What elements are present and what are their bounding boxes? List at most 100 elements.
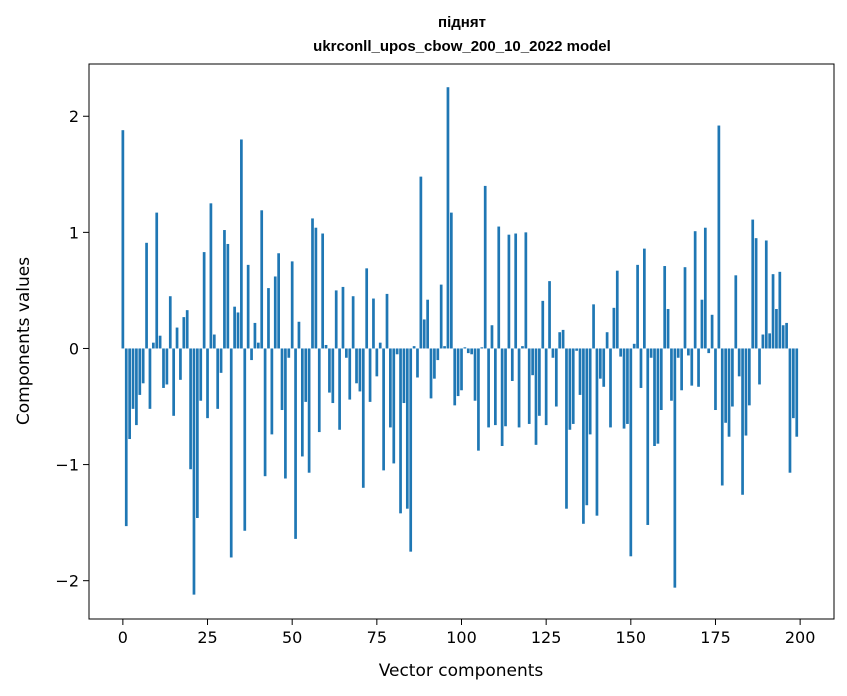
bar: [693, 231, 697, 349]
bar: [392, 348, 396, 464]
bar: [534, 348, 538, 445]
bar: [795, 348, 799, 437]
bar: [592, 304, 595, 349]
x-axis: 0 25 50 75 100 125 150 175 200: [118, 619, 815, 647]
bar: [280, 348, 284, 411]
bar: [775, 308, 778, 349]
y-tick-label: 2: [69, 107, 79, 126]
bar: [497, 226, 501, 349]
bar: [348, 348, 352, 400]
bar: [456, 348, 460, 397]
bar: [676, 348, 680, 358]
bar: [707, 348, 711, 354]
x-tick-label: 50: [282, 628, 302, 647]
bar: [500, 348, 504, 446]
x-tick-label: 125: [531, 628, 562, 647]
bar: [199, 348, 203, 401]
bar: [148, 348, 152, 409]
bar: [402, 348, 406, 404]
bar: [785, 322, 788, 349]
bar: [690, 348, 694, 386]
bar: [771, 274, 775, 349]
bar: [744, 348, 748, 436]
bar: [365, 268, 369, 349]
bar: [253, 322, 257, 349]
bar: [338, 348, 341, 430]
x-tick-label: 100: [446, 628, 477, 647]
bar: [703, 227, 707, 349]
bar: [240, 139, 243, 349]
bar: [792, 348, 795, 419]
bar: [439, 284, 443, 349]
bar: [521, 346, 524, 349]
bar: [212, 334, 216, 349]
bar: [720, 348, 724, 486]
bar: [724, 348, 727, 423]
bar: [382, 348, 385, 471]
bar: [673, 348, 677, 588]
bar: [277, 253, 280, 349]
bar: [412, 346, 416, 349]
bar: [612, 307, 616, 349]
bar: [578, 348, 582, 395]
bar: [544, 348, 548, 426]
bar: [504, 348, 507, 427]
bar: [554, 348, 558, 407]
bar: [653, 348, 656, 446]
bar: [128, 348, 131, 440]
bar: [250, 348, 253, 361]
bar: [477, 348, 480, 451]
bar: [585, 348, 589, 506]
bar: [361, 348, 365, 488]
bar: [307, 348, 311, 473]
bar: [375, 348, 379, 377]
bar: [294, 348, 297, 539]
bar: [189, 348, 192, 470]
bar: [646, 348, 650, 525]
bar: [433, 348, 436, 379]
bar: [260, 210, 264, 349]
bar: [463, 347, 467, 349]
bar: [405, 348, 409, 509]
bar: [527, 348, 531, 424]
bar: [243, 348, 247, 531]
bar: [399, 348, 402, 514]
bar: [731, 348, 734, 407]
bar: [372, 298, 375, 349]
bar: [605, 332, 609, 349]
bar: [531, 348, 534, 376]
bar: [622, 348, 626, 429]
bar: [341, 286, 345, 349]
bar: [162, 348, 165, 388]
bar: [558, 332, 562, 349]
bar: [389, 348, 392, 428]
bar: [480, 347, 484, 349]
bar-series: [121, 87, 799, 595]
bar: [419, 176, 423, 349]
x-tick-label: 25: [197, 628, 217, 647]
y-axis: −2 −1 0 1 2: [55, 107, 89, 591]
bar: [304, 348, 308, 402]
bar: [131, 348, 135, 409]
bar: [290, 261, 294, 349]
bar: [460, 348, 463, 391]
bar: [470, 348, 474, 355]
bar: [273, 276, 277, 349]
bar: [727, 348, 731, 437]
bar: [514, 233, 518, 349]
chart-subtitle: ukrconll_upos_cbow_200_10_2022 model: [313, 38, 611, 55]
bar: [385, 293, 389, 349]
bar: [751, 219, 755, 349]
bar: [226, 243, 230, 349]
bar: [219, 348, 223, 373]
bar: [165, 348, 169, 385]
bar: [236, 312, 240, 349]
bar: [768, 333, 772, 349]
bar: [700, 299, 704, 349]
bar: [619, 348, 623, 357]
bar: [270, 348, 274, 435]
bar: [284, 348, 287, 479]
bar: [788, 348, 792, 473]
bar: [151, 342, 155, 349]
